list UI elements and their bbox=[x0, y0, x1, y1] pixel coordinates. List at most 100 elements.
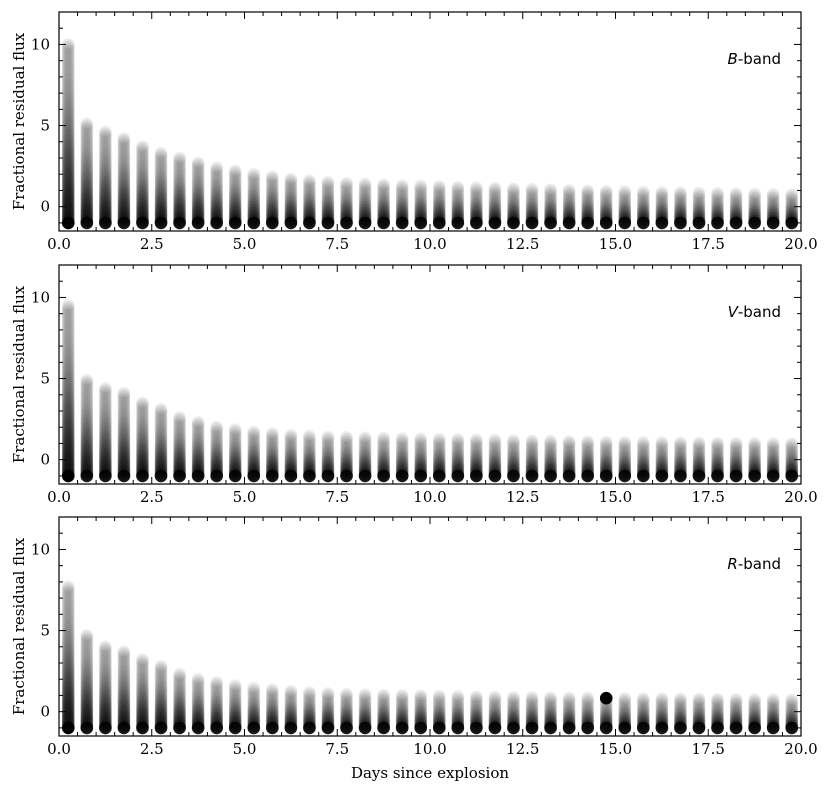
data-point bbox=[414, 183, 428, 197]
data-point bbox=[228, 166, 242, 180]
data-point bbox=[766, 201, 780, 214]
data-point bbox=[581, 197, 594, 211]
data-point bbox=[414, 197, 428, 210]
data-point bbox=[80, 377, 94, 391]
data-point bbox=[117, 409, 131, 423]
data-point bbox=[432, 193, 446, 207]
data-point bbox=[154, 160, 168, 173]
data-point bbox=[117, 202, 131, 216]
data-point bbox=[228, 180, 242, 193]
data-point bbox=[61, 409, 75, 423]
x-tick-label: 15.0 bbox=[599, 488, 632, 506]
data-point bbox=[544, 183, 557, 197]
data-point bbox=[80, 387, 94, 401]
data-point bbox=[191, 158, 205, 172]
data-point bbox=[136, 159, 149, 173]
data-point bbox=[748, 205, 761, 218]
data-point bbox=[414, 204, 428, 218]
data-point bbox=[61, 193, 75, 206]
data-point bbox=[61, 139, 75, 152]
data-point bbox=[80, 428, 94, 442]
data-point bbox=[80, 117, 94, 131]
data-point bbox=[711, 721, 724, 735]
data-point bbox=[247, 189, 261, 202]
data-point bbox=[99, 411, 112, 424]
data-point bbox=[80, 391, 94, 405]
data-point bbox=[488, 216, 502, 230]
data-point bbox=[136, 413, 149, 427]
x-tick-label: 2.5 bbox=[140, 488, 164, 506]
data-point bbox=[154, 193, 168, 206]
data-point bbox=[340, 178, 353, 192]
data-point bbox=[61, 721, 75, 735]
data-point bbox=[247, 181, 261, 195]
data-point bbox=[674, 190, 687, 203]
data-point bbox=[154, 172, 168, 185]
data-point bbox=[729, 469, 743, 483]
data-point bbox=[80, 156, 94, 170]
data-point bbox=[748, 721, 761, 735]
data-point bbox=[637, 189, 650, 203]
data-point bbox=[674, 197, 687, 211]
data-point bbox=[358, 187, 372, 200]
data-point bbox=[303, 203, 316, 216]
data-point bbox=[117, 425, 131, 438]
data-point bbox=[80, 144, 94, 158]
data-point bbox=[80, 418, 94, 432]
data-point bbox=[414, 193, 428, 206]
data-point bbox=[80, 154, 94, 168]
data-point bbox=[61, 107, 75, 121]
data-point bbox=[488, 183, 502, 197]
data-point bbox=[711, 191, 724, 204]
data-point bbox=[562, 469, 576, 483]
data-point bbox=[136, 431, 149, 444]
data-point bbox=[80, 133, 94, 146]
data-point bbox=[117, 406, 131, 419]
data-point bbox=[210, 187, 223, 200]
data-point bbox=[173, 177, 186, 190]
plot-frame bbox=[58, 264, 802, 485]
data-point bbox=[80, 125, 94, 138]
data-point bbox=[562, 185, 576, 199]
data-point bbox=[99, 424, 112, 438]
y-axis-label: Fractional residual flux bbox=[10, 537, 28, 715]
data-point bbox=[766, 195, 780, 209]
data-point bbox=[99, 422, 112, 436]
data-point bbox=[99, 191, 112, 205]
data-point bbox=[618, 200, 632, 214]
data-point bbox=[618, 195, 632, 208]
data-point bbox=[154, 158, 168, 172]
data-point bbox=[488, 181, 502, 195]
x-tick-label: 12.5 bbox=[506, 740, 539, 758]
data-point bbox=[284, 193, 298, 207]
data-point bbox=[581, 184, 594, 198]
data-point bbox=[544, 191, 557, 204]
data-point bbox=[99, 432, 112, 446]
data-point bbox=[692, 192, 706, 206]
data-point bbox=[395, 196, 409, 210]
data-point bbox=[247, 204, 261, 218]
data-point bbox=[191, 193, 205, 206]
data-point bbox=[748, 203, 761, 216]
data-point bbox=[61, 67, 75, 80]
data-point bbox=[154, 183, 168, 197]
data-point bbox=[692, 469, 706, 483]
data-point bbox=[581, 195, 594, 209]
data-point bbox=[414, 432, 428, 446]
data-point bbox=[581, 188, 594, 201]
data-point bbox=[99, 407, 112, 420]
data-point bbox=[154, 173, 168, 187]
data-point bbox=[544, 197, 557, 210]
data-point bbox=[136, 436, 149, 450]
data-point bbox=[470, 469, 483, 483]
data-point bbox=[729, 204, 743, 218]
data-point bbox=[154, 432, 168, 446]
data-point bbox=[61, 299, 75, 312]
data-point bbox=[748, 201, 761, 214]
data-point bbox=[61, 117, 75, 131]
data-point bbox=[562, 203, 576, 216]
data-point bbox=[544, 691, 557, 705]
data-point bbox=[61, 106, 75, 119]
data-point bbox=[154, 469, 168, 483]
data-point bbox=[266, 172, 279, 185]
